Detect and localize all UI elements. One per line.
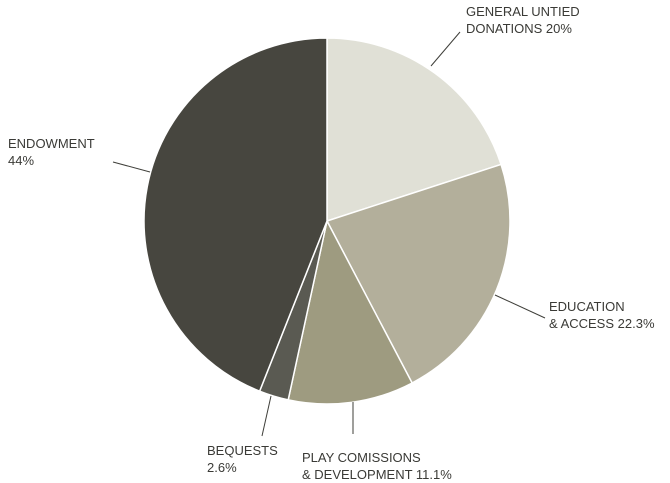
slice-label: PLAY COMISSIONS & DEVELOPMENT 11.1% bbox=[302, 450, 452, 482]
pie-slice-education-access bbox=[325, 163, 511, 385]
slice-label-line: EDUCATION bbox=[549, 299, 625, 314]
slice-label: GENERAL UNTIED DONATIONS 20% bbox=[466, 4, 580, 36]
slice-label: ENDOWMENT 44% bbox=[8, 136, 95, 168]
pie-slice-play-comissions-development bbox=[287, 218, 414, 405]
slice-label-line: 2.6% bbox=[207, 460, 237, 475]
slice-label-line: ENDOWMENT bbox=[8, 136, 95, 151]
slice-label-line: GENERAL UNTIED bbox=[466, 4, 580, 19]
slice-label-line: BEQUESTS bbox=[207, 443, 278, 458]
slice-label-line: PLAY COMISSIONS bbox=[302, 450, 421, 465]
slice-labels: GENERAL UNTIED DONATIONS 20% EDUCATION & AC… bbox=[8, 4, 655, 482]
slice-label-line: 44% bbox=[8, 153, 34, 168]
leader-line bbox=[112, 161, 151, 173]
pie-slices bbox=[143, 37, 511, 405]
pie-slice-general-untied-donations bbox=[326, 37, 502, 223]
leader-line bbox=[430, 31, 461, 67]
leader-line bbox=[261, 395, 272, 437]
pie-slice-endowment bbox=[143, 37, 328, 393]
slice-label: BEQUESTS 2.6% bbox=[207, 443, 278, 475]
leader-line bbox=[494, 294, 546, 319]
slice-label-line: & DEVELOPMENT 11.1% bbox=[302, 467, 452, 482]
leader-lines bbox=[112, 31, 546, 437]
slice-label-line: & ACCESS 22.3% bbox=[549, 316, 655, 331]
slice-label-line: DONATIONS 20% bbox=[466, 21, 572, 36]
slice-label: EDUCATION & ACCESS 22.3% bbox=[549, 299, 655, 331]
